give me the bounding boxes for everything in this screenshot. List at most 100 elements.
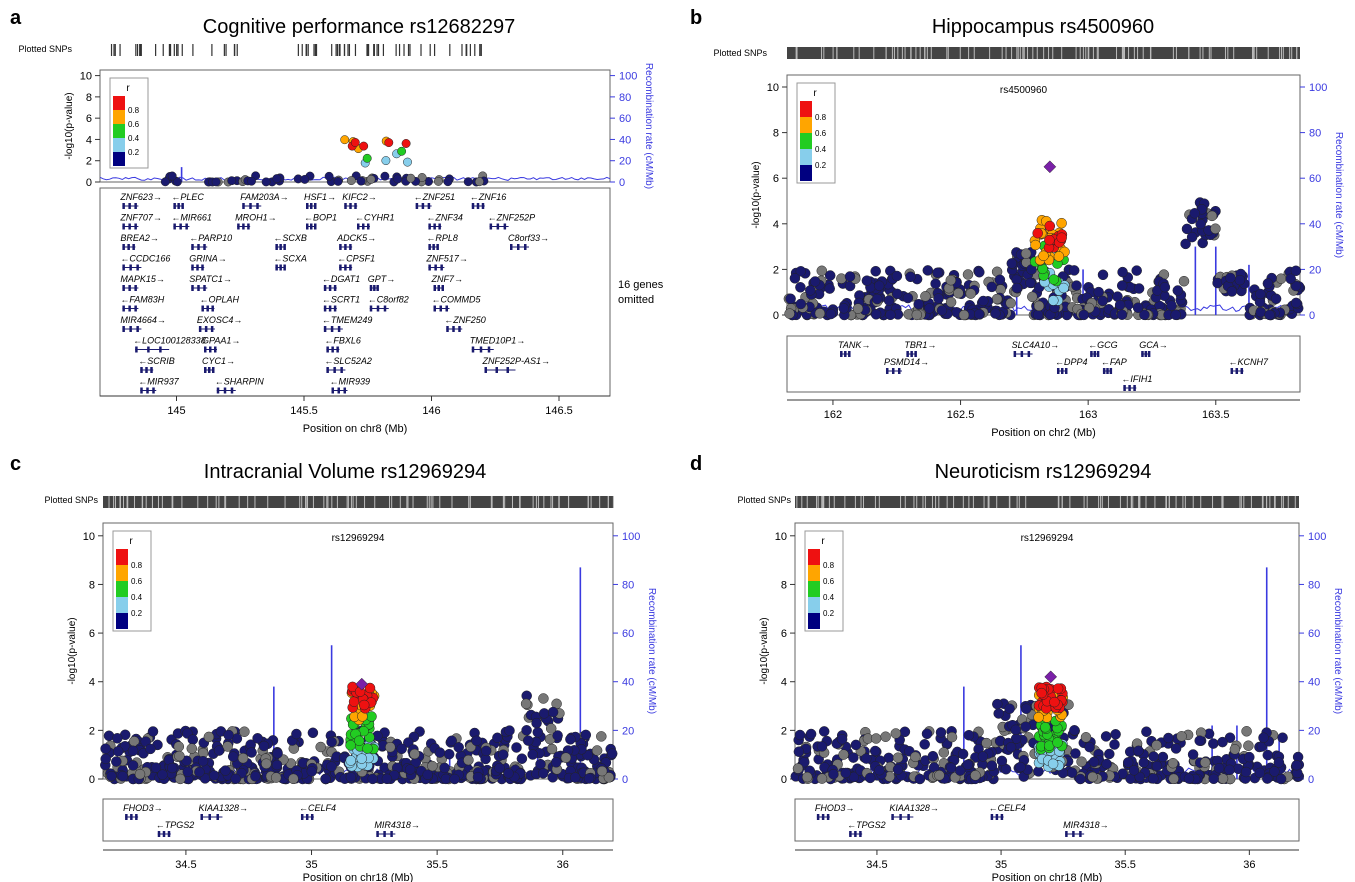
gene-label: ZNF7→: [431, 274, 464, 284]
snp-strip-tick: [420, 44, 422, 56]
gene-exon: [344, 203, 347, 209]
gene-label: MIR4664→: [120, 315, 166, 325]
snp-point: [497, 749, 509, 760]
gene-label: ←SCXB: [273, 233, 307, 243]
x-axis: 34.5 35 35.5 36 Position on chr18 (Mb): [103, 849, 613, 882]
y2-tick-label: 100: [1308, 531, 1326, 543]
snp-strip-gap: [374, 496, 376, 508]
x-tick-label: 146: [422, 405, 440, 417]
snp-point: [520, 698, 532, 710]
legend-swatch: [113, 110, 125, 124]
snp-strip-gap: [406, 496, 408, 508]
snp-strip-gap: [1222, 496, 1224, 508]
snp-strip-gap: [552, 496, 554, 508]
snp-point: [521, 725, 532, 736]
gene-exon: [279, 264, 282, 271]
gene-label: ZNF707→: [119, 213, 162, 223]
snp-strip-gap: [1281, 47, 1283, 59]
snp-point: [1157, 751, 1169, 763]
y2-tick-label: 40: [622, 677, 634, 689]
gene-exon: [331, 346, 334, 353]
snp-point: [532, 727, 544, 738]
y2-tick-label: 20: [1309, 264, 1321, 276]
snp-point: [306, 766, 318, 777]
locuszoom-panel-a: a Cognitive performance rs12682297 Plott…: [10, 7, 664, 435]
snp-strip-gap: [946, 47, 948, 59]
snp-strip-gap: [1017, 47, 1019, 59]
gene-exon: [495, 367, 498, 373]
snp-point: [1132, 302, 1144, 313]
snp-point: [583, 773, 595, 784]
snp-point: [870, 309, 882, 320]
gene-exon: [840, 351, 843, 357]
snp-point: [1224, 764, 1235, 776]
snp-strip-tick: [313, 44, 315, 56]
snp-point: [1243, 740, 1254, 751]
y-tick-label: 10: [767, 82, 779, 94]
y-tick-label: 10: [83, 531, 95, 543]
snp-strip-gap: [1210, 47, 1212, 59]
y2-tick-label: 40: [1309, 219, 1321, 231]
gene-exon: [216, 387, 220, 394]
snp-point: [449, 773, 460, 785]
snp-strip-gap: [1016, 47, 1018, 59]
snp-strip-gap: [451, 496, 453, 508]
snp-point-ld: [1030, 239, 1041, 251]
snp-point: [1180, 238, 1191, 250]
gene-label: MIR4318→: [374, 820, 420, 830]
snp-point: [404, 764, 416, 775]
gene-exon: [1102, 368, 1106, 374]
snp-point: [1005, 741, 1017, 753]
gene-label: ←DPP4: [1055, 357, 1088, 367]
gene-exon: [279, 244, 282, 250]
gene-exon: [177, 203, 180, 209]
gene-exon: [326, 346, 329, 353]
snp-point: [1116, 309, 1128, 320]
gene-exon: [122, 285, 125, 291]
gene-label: ADCK5→: [336, 233, 376, 243]
y2-tick-label: 80: [622, 579, 634, 591]
snp-strip-gap: [612, 496, 614, 508]
snp-strip-tick: [297, 44, 299, 56]
snp-strip-gap: [822, 496, 824, 508]
gene-exon: [152, 387, 155, 394]
snp-point: [194, 766, 205, 778]
snp-point: [307, 727, 319, 739]
gene-exon: [135, 814, 138, 820]
snp-strip-tick: [168, 44, 171, 56]
snp-point: [1151, 740, 1162, 751]
snp-point: [1170, 743, 1182, 754]
snp-strip-gap: [1265, 496, 1267, 508]
locuszoom-panel-d: d Neuroticism rs12969294 Plotted SNPs 0 2…: [690, 453, 1343, 882]
gene-exon: [191, 264, 194, 271]
snp-strip-gap: [412, 496, 414, 508]
gene-exon: [906, 351, 909, 357]
legend-swatch: [800, 149, 812, 165]
legend-label: 0.6: [823, 577, 835, 586]
snp-point: [1166, 300, 1177, 311]
snp-strip-gap: [197, 496, 199, 508]
gene-exon: [433, 223, 436, 230]
gene-exon: [376, 305, 380, 312]
gene-exon: [487, 346, 491, 353]
gene-exon: [1096, 351, 1100, 357]
snp-point-ld: [348, 696, 360, 707]
snp-point: [938, 747, 950, 758]
snp-point: [978, 295, 989, 307]
gene-exon: [223, 387, 227, 394]
x-tick-label: 34.5: [866, 859, 887, 871]
snp-strip-tick: [301, 44, 303, 56]
snp-point: [250, 771, 261, 782]
snp-point-ld: [1036, 687, 1047, 699]
x-tick-label: 145.5: [290, 405, 318, 417]
snp-strip-tick: [181, 44, 183, 56]
snp-strip-gap: [1182, 496, 1184, 508]
gene-exon: [122, 223, 125, 230]
gene-exon: [247, 223, 250, 230]
y-tick-label: 0: [89, 774, 95, 786]
x-tick-label: 35: [995, 859, 1007, 871]
gene-exon: [1106, 368, 1109, 374]
gene-exon: [197, 285, 200, 291]
y2-axis-label: Recombination rate (cM/Mb): [643, 63, 654, 189]
snp-point: [1225, 272, 1236, 284]
